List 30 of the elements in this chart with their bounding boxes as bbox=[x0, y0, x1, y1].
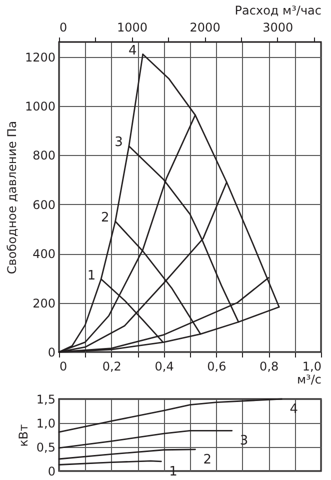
y-tick-label: 800 bbox=[32, 148, 56, 163]
x2-tick-label: 1000 bbox=[117, 20, 148, 34]
x2-axis-title: Расход м³/час bbox=[234, 4, 322, 18]
series-label: 3 bbox=[114, 135, 123, 150]
x-tick-label: 1,0 bbox=[302, 360, 322, 374]
y-axis-title: Свободное давление Па bbox=[4, 120, 19, 274]
series-label: 2 bbox=[101, 210, 110, 226]
y-tick-label: 0,5 bbox=[36, 440, 56, 454]
x-tick-label: 0,6 bbox=[207, 360, 226, 374]
x2-tick-label: 3000 bbox=[262, 20, 294, 34]
y-tick-label: 1,5 bbox=[36, 392, 56, 406]
y-tick-label: 0 bbox=[48, 346, 56, 360]
y-tick-label: 1,0 bbox=[36, 416, 56, 430]
series-label: 2 bbox=[203, 452, 212, 468]
y-tick-label: 200 bbox=[32, 296, 56, 310]
series-label: 4 bbox=[128, 43, 137, 58]
y-tick-label: 400 bbox=[32, 247, 56, 262]
x-tick-label: 0,4 bbox=[154, 360, 174, 374]
x-tick-label: 0,8 bbox=[260, 360, 279, 374]
series-label: 1 bbox=[87, 268, 96, 284]
y-tick-label: 0 bbox=[48, 464, 56, 478]
x2-tick-label: 2000 bbox=[190, 20, 220, 34]
y-tick-label: 600 bbox=[32, 198, 56, 212]
x2-tick-label: 0 bbox=[60, 20, 68, 34]
y-axis-title: кВт bbox=[16, 424, 30, 447]
y-tick-label: 1200 bbox=[24, 50, 56, 64]
x-tick-label: 0 bbox=[60, 360, 68, 374]
x-tick-label: 0,2 bbox=[102, 360, 122, 374]
x-axis-title: м³/с bbox=[296, 372, 322, 386]
y-tick-label: 1000 bbox=[24, 99, 56, 114]
